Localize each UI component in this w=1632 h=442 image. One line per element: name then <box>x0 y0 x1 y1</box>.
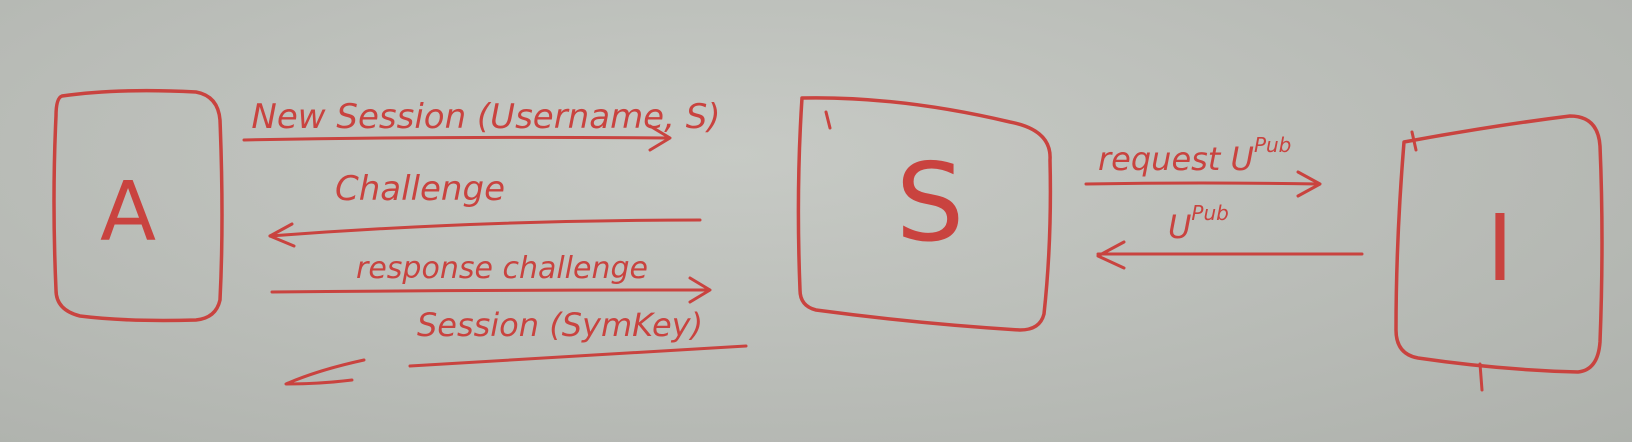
node-s-label: S <box>896 141 965 266</box>
msg-session-symkey-line <box>408 344 748 368</box>
arrow-response-challenge: response challenge <box>270 251 712 304</box>
msg-new-session-line <box>242 135 670 142</box>
node-s-box <box>796 96 1053 332</box>
msg-upub-label: UPub <box>1168 201 1229 246</box>
msg-response-challenge-line <box>270 288 710 294</box>
msg-request-upub-line <box>1084 181 1320 186</box>
arrow-new-session: New Session (Username, S) <box>242 97 721 152</box>
node-a-label: A <box>100 165 156 260</box>
msg-challenge-line <box>268 218 702 238</box>
msg-challenge-head <box>268 222 296 248</box>
node-a-box <box>52 88 224 323</box>
msg-challenge-label: Challenge <box>335 169 505 209</box>
msg-request-upub-label: request UPub <box>1098 133 1291 178</box>
arrow-request-upub: request UPub <box>1084 133 1322 198</box>
node-a: A <box>52 88 224 323</box>
ink-layer: A S I New Session (Username, S) <box>52 88 1604 392</box>
node-i-bottom-tick <box>1478 362 1484 392</box>
node-s-tick <box>824 110 832 130</box>
msg-session-symkey-label: Session (SymKey) <box>417 306 703 344</box>
msg-new-session-head <box>648 124 672 152</box>
msg-response-challenge-label: response challenge <box>356 251 648 286</box>
msg-upub-head <box>1096 240 1126 270</box>
msg-session-symkey-head <box>284 358 366 386</box>
node-i-label: I <box>1486 195 1513 302</box>
node-i-top-tick <box>1410 130 1418 152</box>
msg-new-session-label: New Session (Username, S) <box>251 97 720 137</box>
arrow-challenge: Challenge <box>268 169 702 248</box>
arrow-upub: UPub <box>1096 201 1364 270</box>
node-s: S <box>796 96 1053 332</box>
msg-response-challenge-head <box>688 276 712 304</box>
node-i-box <box>1394 114 1604 374</box>
arrow-session-symkey: Session (SymKey) <box>284 306 748 386</box>
msg-request-upub-head <box>1296 170 1322 198</box>
node-i: I <box>1394 114 1604 392</box>
